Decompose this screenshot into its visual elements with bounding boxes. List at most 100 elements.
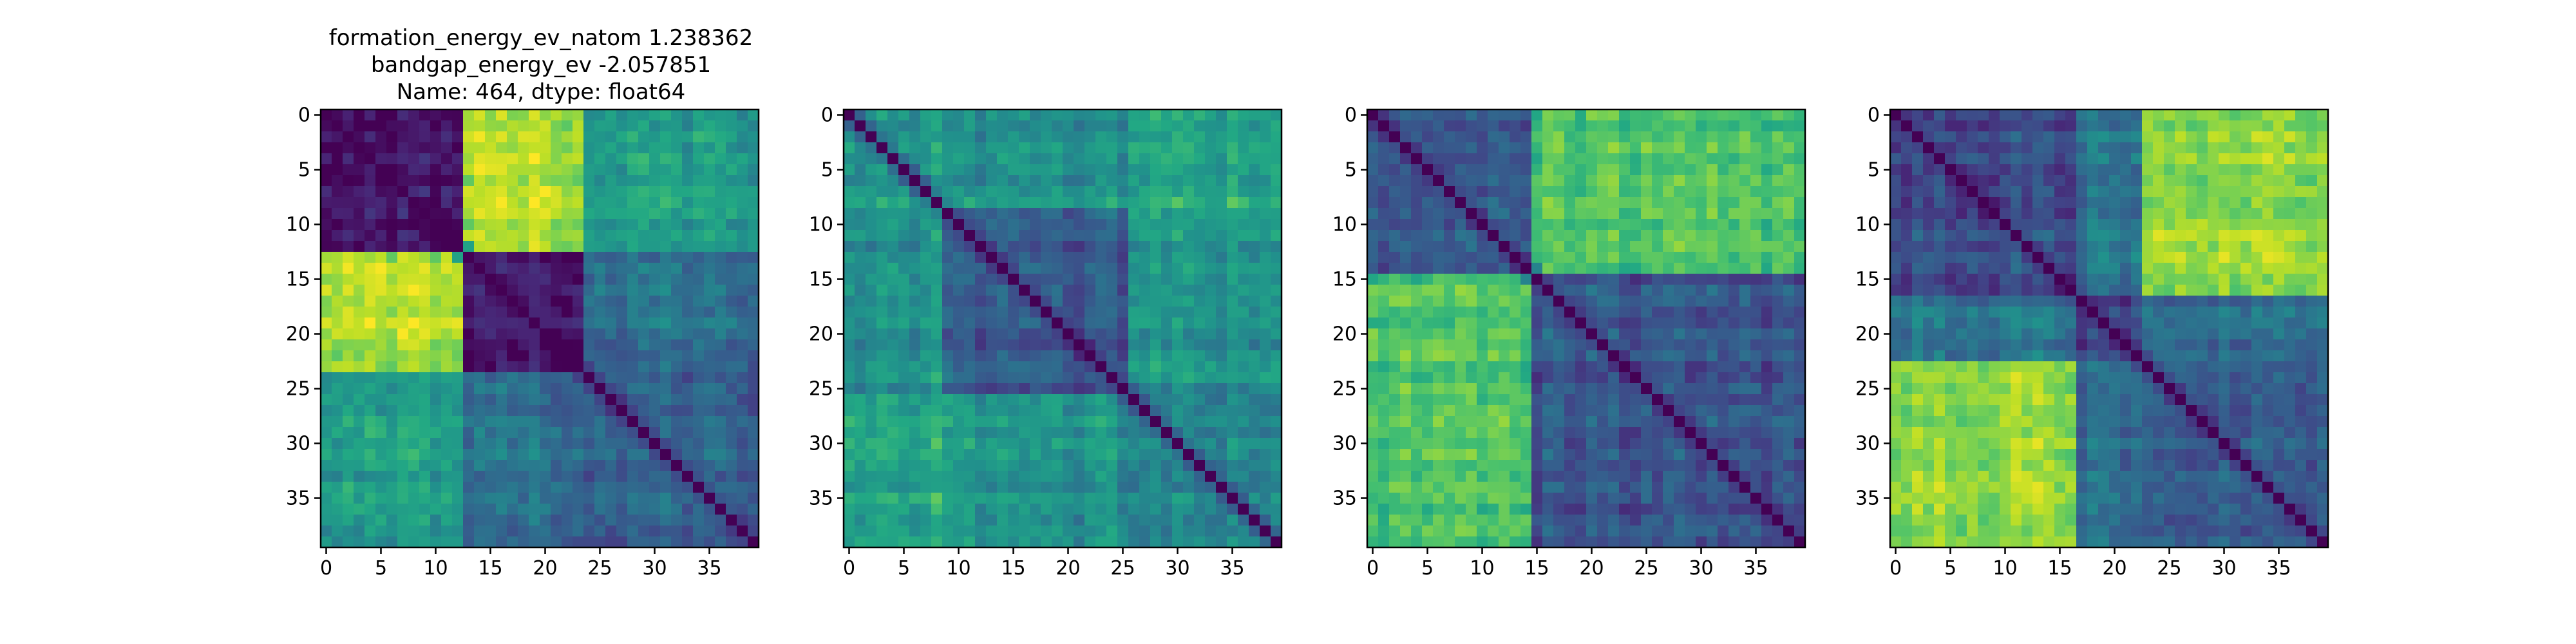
heatmap-cell [726,361,737,373]
heatmap-cell [1630,383,1642,395]
heatmap-cell [1041,219,1052,231]
heatmap-cell [1150,197,1162,209]
heatmap-cell [551,515,562,526]
heatmap-cell [1794,317,1806,329]
heatmap-cell [1553,504,1565,515]
y-tick-label: 25 [286,378,310,401]
heatmap-cell [1674,427,1685,439]
heatmap-cell [1520,515,1532,526]
heatmap-cell [953,493,965,504]
heatmap-cell [975,285,987,296]
heatmap-cell [1249,208,1260,220]
heatmap-cell [682,120,694,132]
heatmap-cell [986,175,998,187]
heatmap-cell [594,372,606,384]
heatmap-cell [419,383,431,395]
heatmap-cell [605,328,617,340]
heatmap-cell [1095,142,1107,154]
heatmap-cell [375,339,387,351]
heatmap-cell [1728,350,1740,362]
heatmap-cell [1739,416,1751,428]
heatmap-cell [1074,328,1085,340]
heatmap-cell [529,219,540,231]
heatmap-cell [1260,164,1271,176]
heatmap-cell [605,175,617,187]
heatmap-cell [507,317,518,329]
heatmap-cell [844,197,855,209]
heatmap-cell [1630,109,1642,121]
heatmap-cell [1696,493,1707,504]
heatmap-cell [1761,120,1773,132]
heatmap-cell [1389,405,1401,417]
heatmap-cell [496,274,507,285]
heatmap-cell [975,515,987,526]
heatmap-cell [1052,339,1063,351]
heatmap-cell [1466,153,1477,165]
heatmap-cell [986,405,998,417]
heatmap-cell [365,372,376,384]
heatmap-cell [920,526,932,537]
heatmap-cell [1194,175,1206,187]
heatmap-cell [876,449,888,460]
heatmap-cell [898,372,910,384]
heatmap-cell [748,405,759,417]
heatmap-cell [1641,252,1653,263]
heatmap-cell [573,493,584,504]
heatmap-cell [887,416,899,428]
heatmap-cell [1477,350,1488,362]
heatmap-cell [1586,383,1598,395]
heatmap-cell [964,263,976,274]
heatmap-cell [408,526,420,537]
heatmap-cell [748,252,759,263]
heatmap-cell [343,241,354,252]
heatmap-cell [594,449,606,460]
heatmap-cell [1367,307,1379,318]
heatmap-cell [1183,296,1195,307]
heatmap-cell [1161,252,1173,263]
heatmap-cell [1608,515,1620,526]
heatmap-cell [594,427,606,439]
heatmap-cell [693,460,705,471]
heatmap-cell [1707,361,1718,373]
heatmap-cell [660,307,672,318]
heatmap-cell [332,153,343,165]
heatmap-cell [887,142,899,154]
heatmap-cell [1260,208,1271,220]
heatmap-cell [1466,186,1477,198]
heatmap-cell [594,109,606,121]
heatmap-cell [343,252,354,263]
heatmap-cell [1411,208,1423,220]
heatmap-cell [1411,263,1423,274]
heatmap-cell [562,274,573,285]
heatmap-cell [737,394,748,406]
heatmap-cell [463,142,475,154]
heatmap-cell [1216,438,1227,450]
heatmap-cell [419,328,431,340]
heatmap-cell [715,263,726,274]
heatmap-cell [1183,350,1195,362]
heatmap-cell [1728,317,1740,329]
heatmap-cell [1575,328,1587,340]
heatmap-cell [737,482,748,493]
heatmap-cell [529,120,540,132]
heatmap-cell [529,416,540,428]
heatmap-cell [1499,175,1510,187]
heatmap-cell [1378,120,1390,132]
heatmap-cell [748,296,759,307]
heatmap-cell [1063,219,1074,231]
heatmap-cell [343,482,354,493]
heatmap-cell [507,307,518,318]
heatmap-cell [397,307,409,318]
heatmap-cell [1041,296,1052,307]
heatmap-cell [671,427,683,439]
heatmap-cell [1499,383,1510,395]
heatmap-cell [1172,427,1184,439]
heatmap-cell [1411,296,1423,307]
heatmap-cell [1063,153,1074,165]
heatmap-cell [551,142,562,154]
heatmap-cell [1466,175,1477,187]
heatmap-cell [1520,394,1532,406]
heatmap-cell [704,504,715,515]
heatmap-cell [430,438,442,450]
heatmap-cell [1608,153,1620,165]
